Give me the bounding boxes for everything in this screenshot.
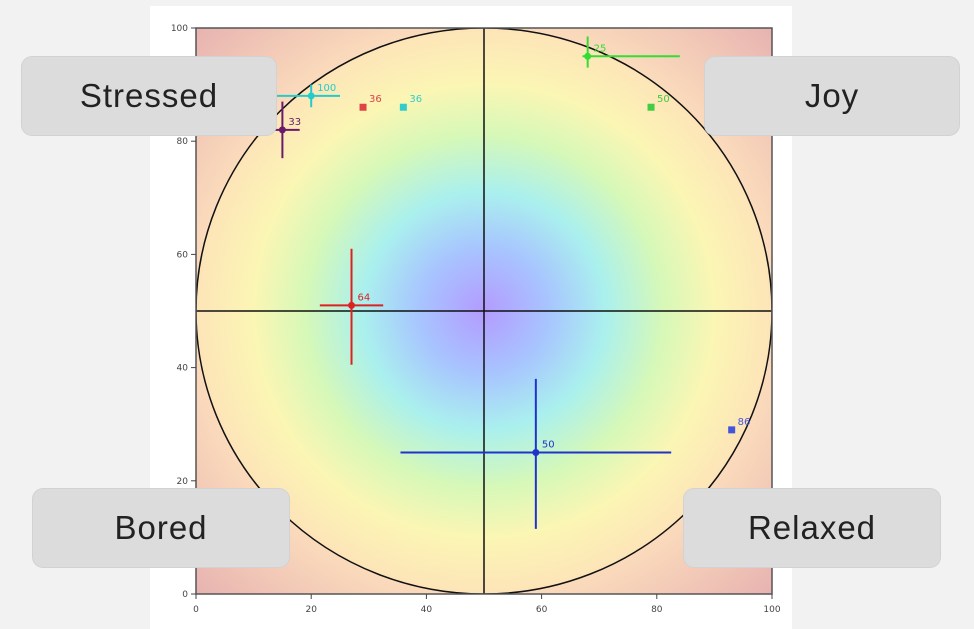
- plot-frame: [195, 27, 773, 595]
- data-point-square: [647, 103, 655, 111]
- x-tick-label: 100: [763, 605, 780, 615]
- data-point-square: [728, 426, 736, 434]
- data-point: [532, 449, 540, 456]
- y-tick-label: 100: [171, 24, 188, 34]
- y-tick-label: 80: [177, 137, 189, 147]
- data-point: [584, 52, 592, 60]
- data-point: [278, 126, 286, 134]
- y-tick-label: 40: [177, 364, 189, 374]
- stressed-label: Stressed: [22, 57, 276, 135]
- data-label: 36: [409, 94, 422, 105]
- data-label: 33: [288, 117, 301, 128]
- y-tick-label: 60: [177, 250, 189, 260]
- data-label: 100: [317, 83, 336, 94]
- data-point-square: [359, 103, 367, 111]
- data-point: [307, 92, 315, 100]
- data-label: 36: [369, 94, 382, 105]
- data-point: [348, 301, 356, 309]
- x-tick-label: 20: [305, 605, 317, 615]
- chart-figure: 25 50 100 36 36 33 64 50 86 0 20 40 60 80 100 0 20 40 60 8…: [150, 6, 792, 629]
- y-tick-label: 20: [177, 477, 189, 487]
- data-label: 25: [594, 43, 607, 54]
- data-label: 64: [358, 292, 371, 303]
- data-label: 86: [738, 417, 751, 428]
- data-point-square: [399, 103, 407, 111]
- x-tick-label: 40: [421, 605, 433, 615]
- x-tick-label: 60: [536, 605, 548, 615]
- relaxed-label: Relaxed: [684, 489, 940, 567]
- x-tick-label: 80: [651, 605, 663, 615]
- joy-label: Joy: [705, 57, 959, 135]
- y-tick-label: 0: [182, 590, 188, 600]
- bored-label: Bored: [33, 489, 289, 567]
- scatter-plot: 25 50 100 36 36 33 64 50 86 0 20 40 60 80 100 0 20 40 60 8…: [171, 24, 781, 615]
- data-label: 50: [657, 94, 670, 105]
- x-tick-label: 0: [193, 605, 199, 615]
- data-label: 50: [542, 440, 555, 451]
